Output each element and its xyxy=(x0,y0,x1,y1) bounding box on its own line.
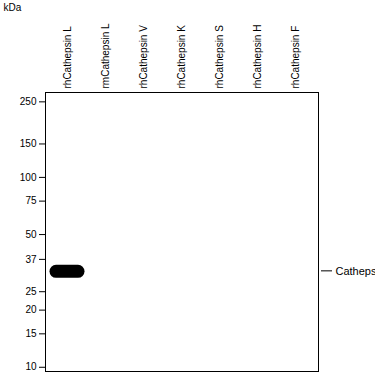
svg-text:15: 15 xyxy=(25,328,37,339)
svg-text:100: 100 xyxy=(20,172,37,183)
svg-text:10: 10 xyxy=(25,361,37,372)
svg-text:kDa: kDa xyxy=(4,2,22,13)
svg-text:rmCathepsin L: rmCathepsin L xyxy=(100,23,111,88)
svg-text:37: 37 xyxy=(25,254,37,265)
svg-text:25: 25 xyxy=(25,286,37,297)
svg-text:50: 50 xyxy=(25,229,37,240)
svg-text:150: 150 xyxy=(20,138,37,149)
svg-text:250: 250 xyxy=(20,96,37,107)
svg-text:rhCathepsin H: rhCathepsin H xyxy=(252,25,263,89)
svg-text:rhCathepsin K: rhCathepsin K xyxy=(176,25,187,89)
svg-text:rhCathepsin L: rhCathepsin L xyxy=(62,26,73,89)
svg-text:rhCathepsin V: rhCathepsin V xyxy=(138,25,149,89)
svg-text:rhCathepsin S: rhCathepsin S xyxy=(214,25,225,89)
svg-text:75: 75 xyxy=(25,195,37,206)
svg-text:20: 20 xyxy=(25,304,37,315)
svg-text:Cathepsin L: Cathepsin L xyxy=(336,265,375,277)
svg-text:rhCathepsin F: rhCathepsin F xyxy=(290,26,301,89)
